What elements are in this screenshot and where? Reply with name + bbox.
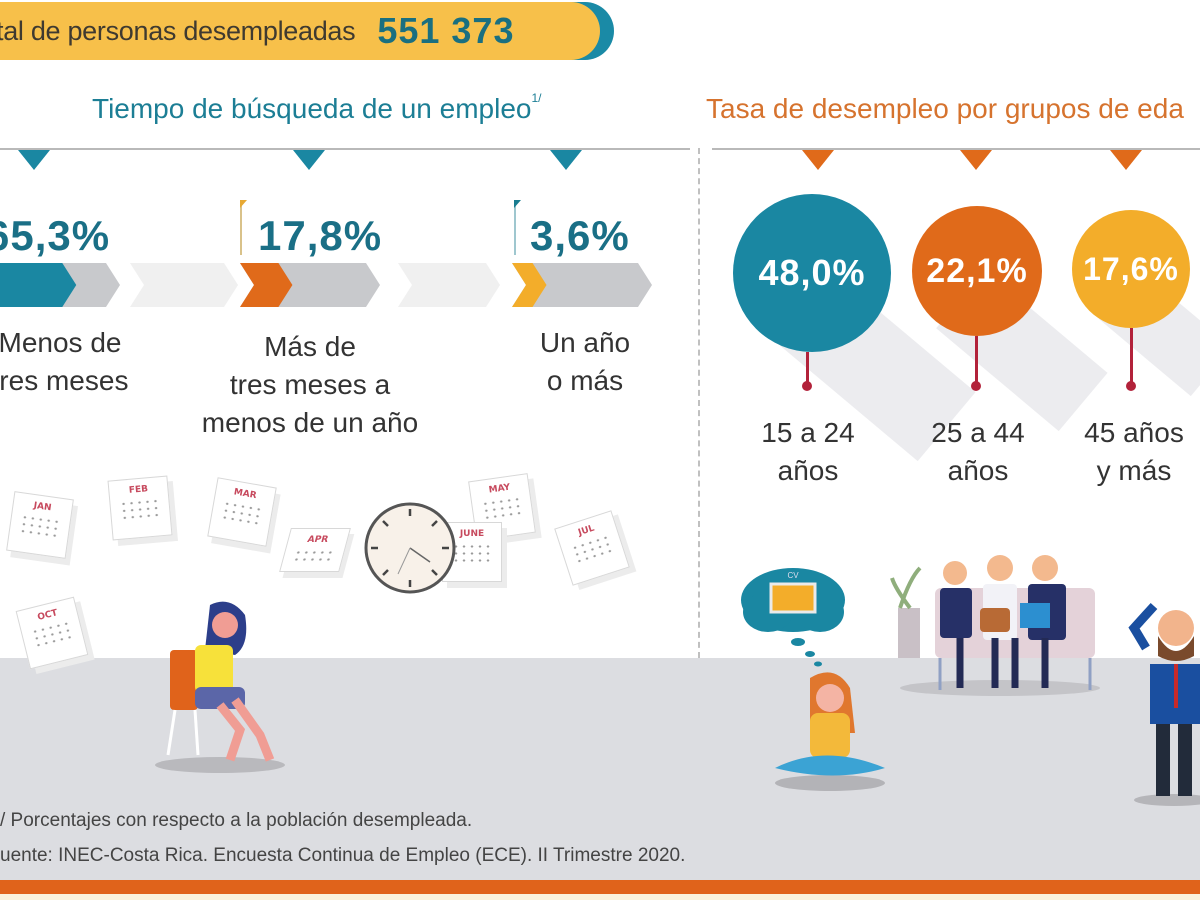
total-unemployed-banner: tal de personas desempleadas 551 373 — [0, 2, 600, 60]
calendar-icon: JAN — [6, 491, 74, 559]
marker-triangle-icon — [18, 150, 50, 170]
caption-line: o más — [546, 365, 624, 396]
age-line: 45 años — [1084, 417, 1184, 448]
age-percent: 17,6% — [1083, 250, 1179, 287]
age-bubble-25-44: 22,1% — [912, 206, 1042, 336]
calendar-month: JAN — [32, 500, 53, 514]
age-line: y más — [1096, 455, 1172, 486]
marker-triangle-icon — [802, 150, 834, 170]
bottom-accent-bar — [0, 880, 1200, 894]
age-line: 25 a 44 — [931, 417, 1025, 448]
marker-triangle-icon — [960, 150, 992, 170]
calendar-month: OCT — [36, 608, 59, 623]
arrow-fill-2 — [240, 263, 293, 307]
caption-line: Más de — [264, 331, 356, 362]
banner-label: tal de personas desempleadas — [0, 15, 356, 46]
age-bubble-45-plus: 17,6% — [1072, 210, 1190, 328]
caption-line: tres meses a — [229, 369, 391, 400]
calendar-icon: APR — [279, 528, 351, 572]
calendar-icon: MAR — [207, 477, 277, 547]
marker-triangle-icon — [1110, 150, 1142, 170]
search-time-caption-3: Un año o más — [510, 324, 660, 400]
footnote-marker: 1/ — [531, 91, 542, 105]
banner-value: 551 373 — [377, 10, 515, 51]
footnote-text: / Porcentajes con respecto a la població… — [0, 810, 473, 831]
calendar-month: FEB — [128, 484, 149, 496]
flag-pole-icon — [240, 200, 242, 255]
search-time-title-text: Tiempo de búsqueda de un empleo — [92, 93, 532, 124]
bottom-strip — [0, 894, 1200, 900]
calendar-icon: JUL — [554, 510, 630, 586]
stressed-man-illustration — [1128, 602, 1200, 806]
calendar-month: JUNE — [459, 529, 485, 539]
bubble-stem — [1130, 328, 1133, 384]
flag-icon — [514, 200, 521, 208]
clock-icon — [364, 502, 456, 594]
calendar-month: JUL — [577, 523, 596, 539]
calendar-month: MAR — [232, 487, 258, 502]
bubble-stem — [806, 352, 809, 384]
calendar-icon: FEB — [107, 475, 173, 541]
search-time-percent-1: 65,3% — [0, 212, 111, 259]
age-line: años — [777, 455, 839, 486]
search-time-caption-2: Más de tres meses a menos de un año — [190, 328, 430, 442]
people-waiting-illustration — [890, 555, 1100, 696]
search-time-percent-3: 3,6% — [530, 212, 630, 259]
arrow-fill-1 — [0, 263, 77, 307]
age-percent: 22,1% — [926, 251, 1028, 290]
stem-dot — [802, 381, 812, 391]
age-percent: 48,0% — [758, 252, 866, 293]
age-rate-title: Tasa de desempleo por grupos de eda — [706, 93, 1184, 124]
marker-triangle-icon — [550, 150, 582, 170]
age-label-25-44: 25 a 44 años — [908, 414, 1048, 490]
spacer-arrow — [130, 263, 238, 307]
stressed-woman-illustration — [155, 601, 285, 773]
marker-triangle-icon — [293, 150, 325, 170]
cv-label: CV — [787, 571, 799, 580]
search-time-title: Tiempo de búsqueda de un empleo1/ — [92, 91, 542, 125]
bubble-stem — [975, 336, 978, 384]
flag-pole-icon — [514, 200, 516, 255]
sitting-woman-illustration — [775, 672, 885, 791]
arrow-fill-3 — [512, 263, 547, 307]
cv-thought-bubble-icon: CV — [741, 568, 845, 667]
calendar-month: MAY — [488, 482, 511, 496]
search-time-arrow-svg — [0, 263, 652, 307]
age-line: 15 a 24 — [761, 417, 855, 448]
age-line: años — [947, 455, 1009, 486]
search-time-percent-2: 17,8% — [258, 212, 383, 259]
source-text: uente: INEC-Costa Rica. Encuesta Continu… — [0, 845, 686, 866]
stem-dot — [1126, 381, 1136, 391]
section-divider — [698, 148, 700, 658]
caption-line: Menos de — [0, 327, 122, 358]
caption-line: menos de un año — [201, 407, 419, 438]
divider-line-right — [712, 148, 1200, 150]
age-bubble-15-24: 48,0% — [733, 194, 891, 352]
caption-line: Un año — [539, 327, 631, 358]
search-time-caption-1: Menos de tres meses — [0, 324, 140, 400]
calendar-month: APR — [306, 535, 330, 545]
divider-line-left — [0, 148, 690, 150]
stem-dot — [971, 381, 981, 391]
spacer-arrow — [398, 263, 500, 307]
age-label-15-24: 15 a 24 años — [738, 414, 878, 490]
caption-line: tres meses — [0, 365, 129, 396]
arrow-track-3 — [512, 263, 652, 307]
age-label-45-plus: 45 años y más — [1064, 414, 1200, 490]
flag-icon — [240, 200, 247, 208]
